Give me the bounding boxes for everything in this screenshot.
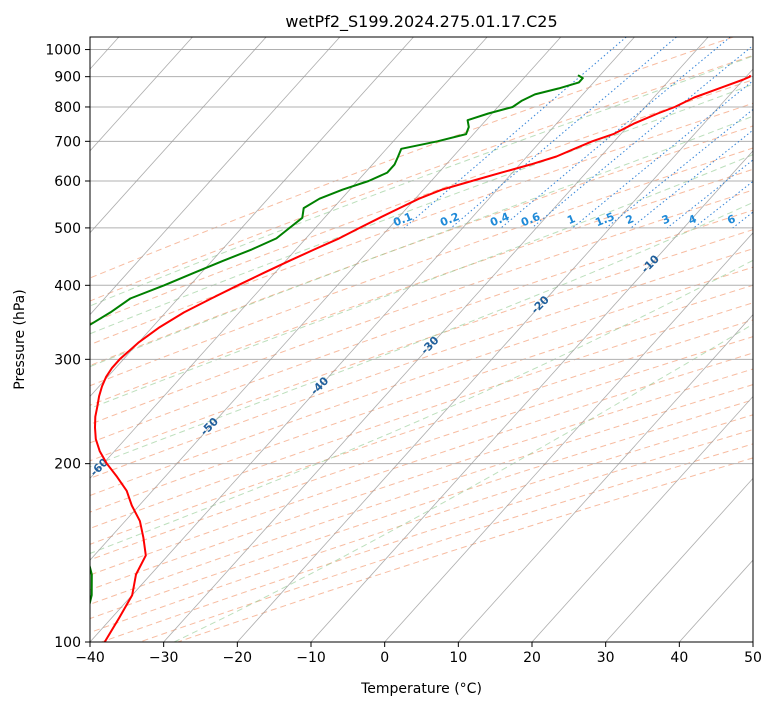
mixing-ratio-label: 4 [687,212,699,227]
dry-adiabat [102,37,775,642]
x-tick-label: −40 [75,650,105,666]
isotherm-line [0,37,193,642]
y-tick-label: 400 [54,278,81,294]
isotherm-line [16,37,561,642]
x-tick-label: 40 [670,650,688,666]
mixing-ratio-label: 2 [624,212,636,227]
dry-adiabat [0,37,775,642]
dewpoint-profile-line [36,75,583,642]
dry-adiabat [0,37,775,642]
mixing-ratio-label: 8 [754,212,766,227]
y-tick-label: 200 [54,457,81,473]
y-tick-label: 100 [54,635,81,651]
x-tick-label: 10 [449,650,467,666]
moist-adiabat [0,50,775,642]
isotherm-label: -70 [0,496,1,519]
mixing-ratio-label: 0.4 [488,210,511,229]
isotherm-line [385,37,775,642]
x-tick-label: 50 [744,650,762,666]
y-tick-label: 700 [54,134,81,150]
moist-adiabat [0,50,775,642]
x-tick-label: −30 [149,650,179,666]
mixing-ratio-line [532,37,764,228]
dry-adiabat [0,37,775,642]
y-tick-label: 900 [54,70,81,86]
dry-adiabat [0,37,775,642]
x-tick-label: −20 [223,650,253,666]
x-tick-label: 30 [597,650,615,666]
dry-adiabat [0,37,775,642]
x-axis-label: Temperature (°C) [360,681,482,697]
y-axis-label: Pressure (hPa) [12,289,28,389]
dry-adiabat [0,37,775,642]
isotherm-line [90,37,635,642]
dry-adiabat [0,37,775,642]
isotherm-line [311,37,775,642]
isotherm-line [753,37,775,642]
x-axis-ticks: −40 −30 −20 −10 0 10 20 30 40 50 [75,642,762,666]
moist-adiabat [0,50,775,642]
dry-adiabat [0,37,775,642]
dry-adiabat [0,37,775,642]
mixing-ratio-line [573,37,775,228]
dry-adiabat [0,37,775,642]
mixing-ratio-label: 1.5 [593,210,616,229]
dry-adiabat [0,37,775,642]
mixing-ratio-line [606,37,775,228]
y-tick-label: 600 [54,174,81,190]
moist-adiabat [174,50,775,642]
y-tick-label: 300 [54,352,81,368]
mixing-ratio-line [733,37,775,228]
dry-adiabat [0,37,775,642]
dry-adiabat [0,37,775,642]
plot-area: -100-90-80-70-60-50-40-30-20-10010203040… [0,37,775,644]
sounding-series [36,75,750,642]
moist-adiabat [0,50,775,642]
mixing-ratio-label: 3 [660,212,672,227]
isotherm-label: 0 [753,216,768,231]
y-axis-ticks: 100 200 300 400 500 600 700 800 900 1000 [45,43,90,651]
dry-adiabat [25,37,775,642]
y-tick-label: 800 [54,100,81,116]
chart-title: wetPf2_S199.2024.275.01.17.C25 [285,12,557,32]
x-tick-label: 20 [523,650,541,666]
mixing-ratio-label: 6 [725,212,737,227]
moist-adiabat [0,50,771,642]
mixing-ratio-line [667,37,775,228]
y-tick-label: 1000 [45,43,81,59]
temperature-profile-line [95,75,750,642]
dry-adiabat [0,37,775,642]
dry-adiabat [0,37,775,642]
isotherm-line [0,37,414,642]
x-tick-label: −10 [296,650,326,666]
mixing-ratio-line [451,37,676,228]
mixing-ratio-line [404,37,626,228]
dry-adiabat [63,37,775,642]
y-tick-label: 500 [54,221,81,237]
dry-adiabat [0,37,775,642]
background-lines [0,37,775,642]
mixing-ratio-label: 0.1 [391,210,414,229]
x-tick-label: 0 [380,650,389,666]
plot-frame [90,37,753,642]
moist-adiabat [0,50,775,642]
isotherm-line [0,37,487,642]
dry-adiabat [0,37,775,642]
mixing-ratio-label: 1 [565,212,577,227]
dry-adiabat [0,37,775,642]
mixing-ratio-label: 0.6 [519,210,542,229]
isotherm-line [0,37,266,642]
mixing-ratio-line [761,37,775,228]
